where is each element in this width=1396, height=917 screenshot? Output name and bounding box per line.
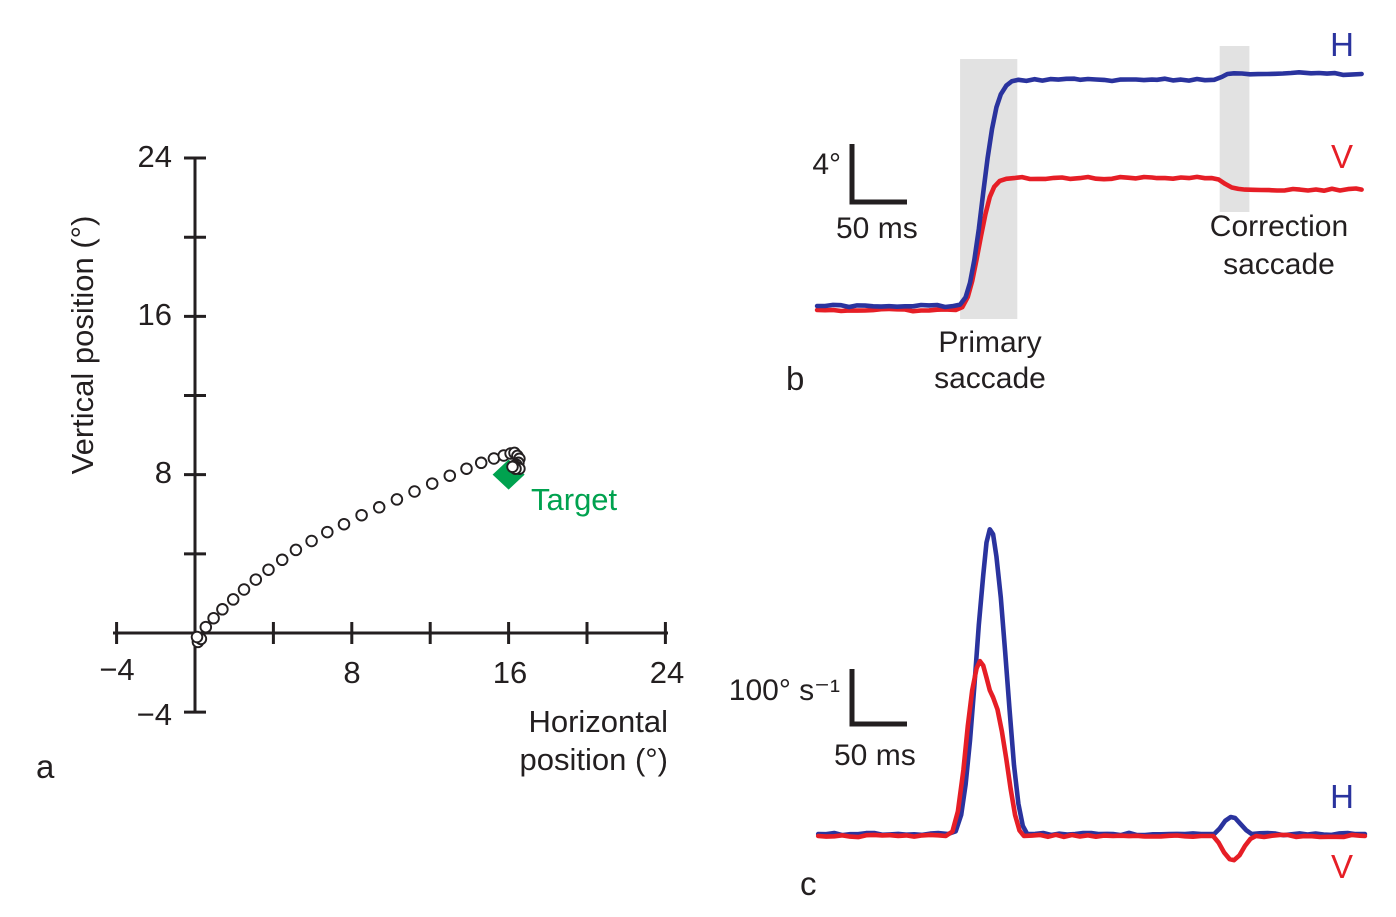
a-x-axis-title-line2: position (°) <box>519 742 668 777</box>
c-scale-time-label: 50 ms <box>834 739 916 772</box>
a-xtick-m4: −4 <box>99 652 135 687</box>
primary-saccade-annotation-line2: saccade <box>934 362 1046 395</box>
a-ytick-8: 8 <box>154 455 172 490</box>
a-ytick-m4: −4 <box>136 697 172 732</box>
a-ytick-24: 24 <box>137 139 172 174</box>
a-xtick-16: 16 <box>492 655 528 690</box>
b-h-trace-label: H <box>1330 26 1354 63</box>
a-x-axis-title-line1: Horizontal <box>528 704 668 739</box>
correction-saccade-annotation-line1: Correction <box>1209 210 1349 243</box>
panel-letter-b: b <box>786 360 805 397</box>
c-scale-velocity-label: 100° s⁻¹ <box>728 674 840 707</box>
panel-b-plot <box>814 46 1364 319</box>
c-h-trace-label: H <box>1330 778 1354 815</box>
panel-a-trajectory <box>190 446 526 649</box>
b-scale-bars <box>849 144 907 205</box>
correction-saccade-annotation-line2: saccade <box>1223 248 1335 281</box>
b-v-trace-label: V <box>1330 138 1353 175</box>
a-xtick-24: 24 <box>649 655 685 690</box>
target-label: Target <box>531 482 618 517</box>
c-scale-bars <box>849 669 907 727</box>
a-xtick-8: 8 <box>343 655 361 690</box>
panel-a-plot <box>113 156 668 714</box>
c-v-trace-label: V <box>1330 848 1353 885</box>
b-scale-time-label: 50 ms <box>836 212 918 245</box>
panel-letter-c: c <box>800 865 817 902</box>
panel-c-plot <box>815 526 1368 863</box>
a-y-axis-title: Vertical position (°) <box>65 215 100 475</box>
a-ytick-16: 16 <box>137 297 172 332</box>
b-scale-deg-label: 4° <box>812 148 841 181</box>
primary-saccade-annotation-line1: Primary <box>938 326 1042 359</box>
panel-letter-a: a <box>36 748 55 785</box>
